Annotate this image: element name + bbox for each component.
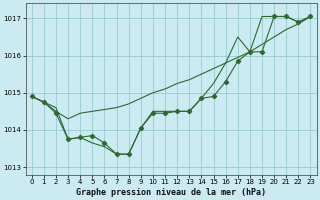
X-axis label: Graphe pression niveau de la mer (hPa): Graphe pression niveau de la mer (hPa) bbox=[76, 188, 266, 197]
